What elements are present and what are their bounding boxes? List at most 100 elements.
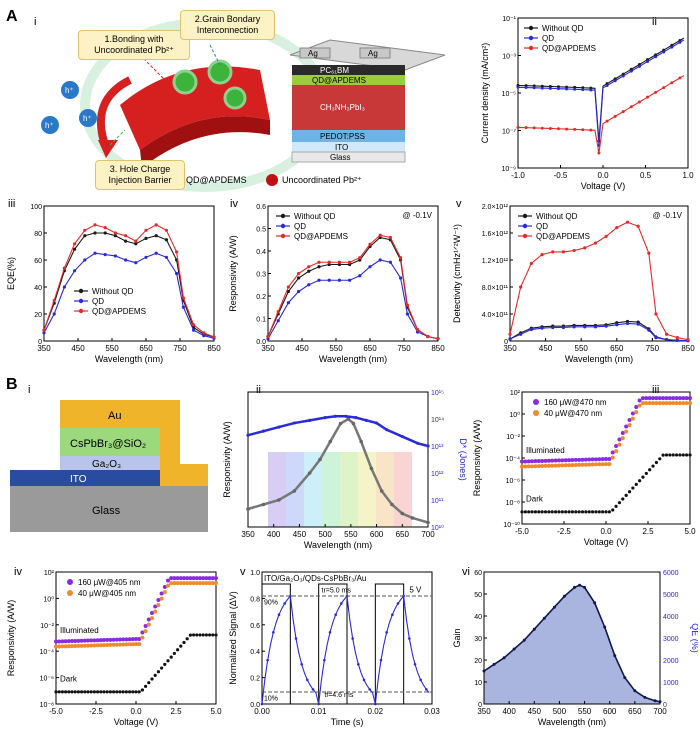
data-point [283, 602, 286, 605]
legend-marker [522, 213, 528, 219]
x-tick-label: 600 [370, 530, 384, 539]
data-point [577, 510, 581, 514]
data-point [563, 458, 568, 463]
data-point [297, 271, 301, 276]
data-point [385, 631, 388, 634]
y-tick-label: 10⁻¹ [502, 16, 516, 23]
data-point [266, 334, 270, 339]
y-tick-label: 10⁻² [40, 623, 54, 630]
legend-marker [533, 410, 539, 416]
data-point [204, 581, 209, 586]
data-point [358, 258, 362, 262]
data-point [556, 127, 560, 131]
data-point [560, 463, 565, 468]
data-point [560, 458, 565, 463]
data-point [492, 662, 496, 666]
curve-label: Illuminated [60, 626, 99, 635]
data-point [668, 453, 672, 457]
data-point [337, 278, 341, 282]
data-point [410, 516, 415, 520]
spectrum-band [376, 452, 394, 527]
hole-label-2: h⁺ [83, 114, 92, 123]
data-point [317, 278, 321, 282]
y-tick-label: 10⁻⁸ [506, 500, 520, 507]
data-point [508, 337, 512, 341]
panel-label-bvi: vi [462, 566, 470, 578]
data-point [169, 655, 173, 659]
data-point [637, 398, 642, 403]
data-point [644, 471, 648, 476]
data-point [192, 328, 196, 332]
data-point [519, 285, 523, 289]
y-axis-label: Normalized Signal (ΔV) [228, 591, 238, 685]
data-point [42, 328, 46, 332]
data-point [153, 604, 158, 609]
y-tick-label: 0.6 [250, 623, 260, 630]
legend-label: QD@APDEMS [92, 307, 146, 316]
data-point [95, 643, 100, 648]
data-point [307, 269, 311, 273]
data-point [181, 305, 185, 309]
data-point [143, 624, 148, 629]
data-point [540, 510, 544, 514]
data-point [54, 690, 58, 694]
data-point [318, 457, 322, 462]
data-point [124, 690, 128, 694]
data-point [681, 401, 686, 406]
data-point [567, 458, 572, 463]
data-point [105, 643, 110, 648]
data-point [102, 690, 106, 694]
data-point [583, 246, 587, 250]
data-point [127, 642, 132, 647]
y2-tick-label: 10¹⁰ [431, 524, 444, 532]
layer-glass [10, 486, 208, 532]
data-point [166, 659, 170, 663]
data-point [192, 323, 196, 327]
data-point [212, 335, 216, 339]
y2-tick-label: 4000 [663, 614, 679, 621]
data-point [634, 405, 639, 410]
data-point [522, 638, 526, 642]
data-point [185, 581, 190, 586]
data-point [597, 457, 602, 462]
x-axis-label: Wavelength (nm) [538, 717, 606, 727]
data-point [194, 581, 199, 586]
data-point [396, 602, 400, 605]
data-point [66, 644, 71, 649]
hole-icon-2 [79, 109, 97, 127]
data-point [654, 460, 658, 465]
data-point [647, 328, 651, 332]
data-point [113, 234, 117, 238]
data-point [134, 261, 138, 265]
y-tick-label: 0.6 [256, 204, 266, 211]
data-point [613, 79, 617, 83]
data-point [516, 125, 520, 129]
hole-label-3: h⁺ [45, 121, 54, 130]
data-point [76, 690, 80, 694]
data-point [547, 510, 551, 514]
data-point [175, 250, 179, 254]
data-point [581, 88, 585, 92]
data-point [543, 463, 548, 468]
x-tick-label: 550 [105, 344, 119, 353]
data-point [605, 84, 609, 88]
data-point [286, 289, 290, 294]
spectrum-band [394, 452, 412, 527]
data-point [583, 585, 587, 589]
data-point [67, 690, 71, 694]
data-point [654, 312, 658, 316]
data-point [651, 396, 656, 401]
data-point [677, 396, 682, 401]
series-line [517, 39, 685, 146]
x-axis-label: Voltage (V) [114, 717, 159, 727]
data-point [675, 338, 679, 342]
data-point [640, 396, 645, 401]
voltage-pulse [261, 583, 432, 705]
x-tick-label: 450 [293, 530, 307, 539]
data-point [160, 666, 164, 670]
x-axis-label: Wavelength (nm) [319, 354, 387, 364]
y2-axis-label: D* (Jones) [458, 438, 468, 481]
data-point [178, 581, 183, 586]
y-tick-label: 10⁻³ [502, 54, 516, 61]
legend-marker [533, 399, 539, 405]
